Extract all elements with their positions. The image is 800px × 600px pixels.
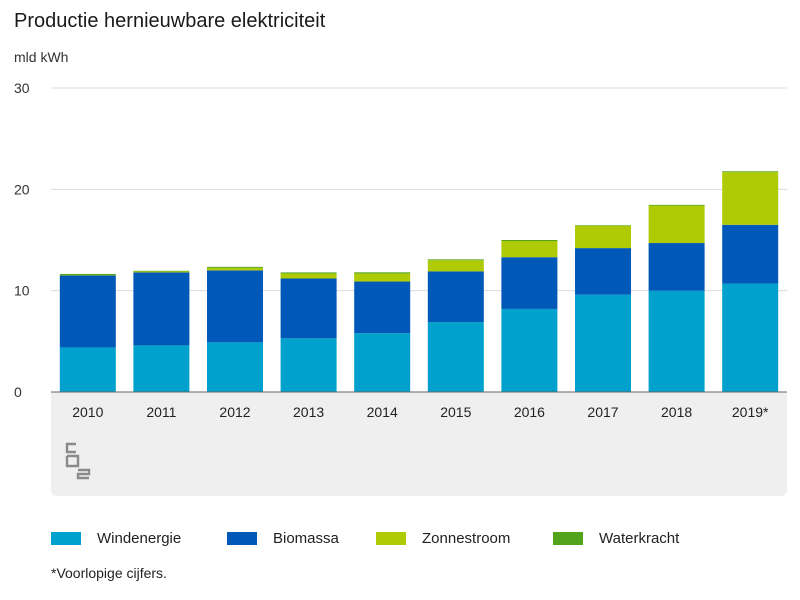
bar-windenergie-2013: [280, 338, 337, 392]
x-tick-label-2013: 2013: [293, 404, 324, 420]
x-tick-label-2018: 2018: [661, 404, 692, 420]
bar-waterkracht-2017: [575, 225, 631, 226]
bar-zonnestroom-2015: [427, 260, 484, 272]
x-tick-label-2015: 2015: [440, 404, 471, 420]
bar-zonnestroom-2019: [722, 172, 779, 225]
legend-label-biomassa: Biomassa: [273, 529, 339, 547]
bar-waterkracht-2010: [59, 273, 116, 275]
legend-item-biomassa: Biomassa: [227, 528, 339, 548]
bar-biomassa-2010: [59, 275, 116, 348]
bar-waterkracht-2015: [427, 259, 484, 261]
bar-biomassa-2011: [133, 272, 190, 346]
bar-biomassa-2019: [722, 224, 779, 284]
bar-windenergie-2016: [501, 308, 558, 392]
axis-labels: 0 10 20 30 2010 2011 2012 2013 2014 2015 2016 2017 2…: [14, 80, 787, 420]
bar-zonnestroom-2016: [501, 241, 558, 258]
footnote: *Voorlopige cijfers.: [51, 565, 167, 581]
legend-label-windenergie: Windenergie: [97, 529, 182, 547]
bar-zonnestroom-2012: [207, 267, 263, 271]
bar-waterkracht-2011: [133, 270, 190, 272]
legend-swatch-windenergie: [51, 531, 81, 545]
x-tick-label-2017: 2017: [587, 404, 618, 420]
bar-biomassa-2013: [280, 278, 337, 339]
bar-waterkracht-2019: [722, 171, 779, 173]
legend-swatch-zonnestroom: [376, 531, 406, 545]
legend-label-zonnestroom: Zonnestroom: [422, 529, 511, 547]
bar-windenergie-2017: [575, 294, 631, 392]
bar-zonnestroom-2017: [575, 225, 631, 249]
x-tick-label-2014: 2014: [367, 404, 398, 420]
bar-windenergie-2012: [207, 342, 263, 392]
x-tick-label-2019: 2019*: [732, 404, 769, 420]
bars: [59, 171, 779, 392]
bar-waterkracht-2018: [648, 204, 705, 206]
bar-waterkracht-2012: [207, 266, 263, 268]
bar-waterkracht-2013: [280, 272, 337, 274]
y-tick-label-10: 10: [14, 283, 30, 299]
legend-item-zonnestroom: Zonnestroom: [376, 528, 510, 548]
bar-windenergie-2015: [427, 322, 484, 392]
bar-windenergie-2018: [648, 290, 705, 392]
bar-biomassa-2018: [648, 243, 705, 291]
bar-windenergie-2014: [354, 333, 411, 392]
legend-swatch-biomassa: [227, 531, 257, 545]
chart-title: Productie hernieuwbare elektriciteit: [14, 10, 326, 32]
y-tick-label-0: 0: [14, 384, 22, 400]
legend-swatch-waterkracht: [553, 531, 583, 545]
bar-waterkracht-2016: [501, 240, 558, 242]
x-tick-label-2011: 2011: [146, 404, 176, 420]
bar-windenergie-2019: [722, 283, 779, 392]
bar-zonnestroom-2013: [280, 273, 337, 279]
x-tick-label-2010: 2010: [72, 404, 103, 420]
bar-biomassa-2017: [575, 248, 631, 295]
legend: Windenergie Biomassa Zonnestroom Waterkr…: [51, 528, 791, 548]
bar-windenergie-2011: [133, 345, 190, 392]
bar-zonnestroom-2010: [59, 274, 116, 276]
y-axis-unit-label: mld kWh: [14, 49, 69, 65]
cbs-logo-icon: [64, 442, 92, 485]
bar-windenergie-2010: [59, 347, 116, 392]
bar-zonnestroom-2018: [648, 205, 705, 244]
x-tick-label-2012: 2012: [219, 404, 250, 420]
x-tick-label-2016: 2016: [514, 404, 545, 420]
legend-item-windenergie: Windenergie: [51, 528, 181, 548]
bar-zonnestroom-2014: [354, 273, 411, 282]
legend-item-waterkracht: Waterkracht: [553, 528, 679, 548]
bar-biomassa-2014: [354, 281, 411, 334]
bar-biomassa-2015: [427, 271, 484, 323]
bar-zonnestroom-2011: [133, 271, 190, 273]
legend-label-waterkracht: Waterkracht: [599, 529, 680, 547]
y-tick-label-20: 20: [14, 181, 30, 197]
y-tick-label-30: 30: [14, 80, 30, 96]
bar-waterkracht-2014: [354, 272, 411, 274]
x-axis-panel: [51, 392, 787, 496]
bar-biomassa-2012: [207, 270, 263, 343]
bar-biomassa-2016: [501, 257, 558, 309]
